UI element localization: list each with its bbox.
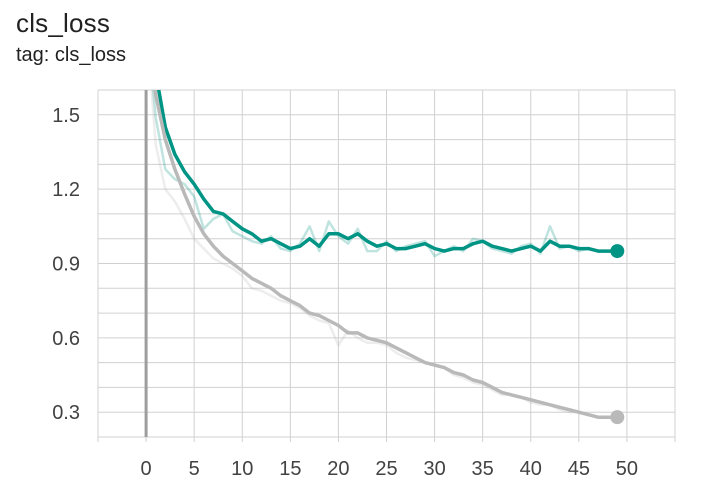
series-0-raw-line bbox=[151, 90, 618, 258]
x-tick-label: 30 bbox=[423, 458, 445, 480]
y-tick-label: 0.9 bbox=[52, 254, 80, 276]
series-1-smoothed-line bbox=[153, 90, 618, 419]
series-0-last-point bbox=[610, 244, 625, 259]
x-tick-label: 5 bbox=[189, 458, 200, 480]
chart-title: cls_loss bbox=[16, 8, 111, 38]
x-tick-label: 35 bbox=[472, 458, 494, 480]
chart-subtitle: tag: cls_loss bbox=[16, 44, 127, 66]
x-tick-label: 15 bbox=[279, 458, 301, 480]
x-tick-label: 50 bbox=[616, 458, 638, 480]
series-1-last-point bbox=[610, 410, 625, 425]
x-tick-label: 20 bbox=[327, 458, 349, 480]
x-tick-label: 0 bbox=[141, 458, 152, 480]
x-tick-label: 10 bbox=[231, 458, 253, 480]
y-tick-label: 1.5 bbox=[52, 105, 80, 127]
x-tick-label: 40 bbox=[520, 458, 542, 480]
y-tick-label: 0.6 bbox=[52, 328, 80, 350]
x-tick-label: 25 bbox=[375, 458, 397, 480]
series-0-smoothed-line bbox=[156, 90, 618, 253]
x-tick-label: 45 bbox=[568, 458, 590, 480]
y-tick-label: 0.3 bbox=[52, 402, 80, 424]
series-1-raw-line bbox=[150, 90, 618, 419]
y-tick-label: 1.2 bbox=[52, 179, 80, 201]
